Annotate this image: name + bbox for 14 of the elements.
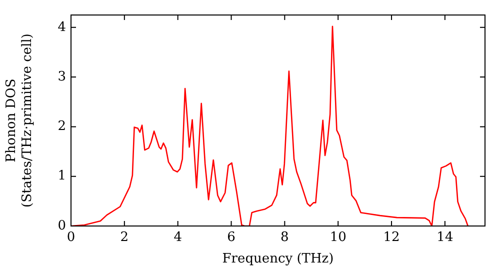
x-tick-label: 4 <box>174 230 182 246</box>
y-axis-title: Phonon DOS (States/THz·primitive cell) <box>4 33 35 208</box>
y-tick-label: 3 <box>58 69 66 84</box>
x-tick-label: 8 <box>280 230 289 246</box>
x-tick-label: 2 <box>120 230 129 246</box>
x-axis-title: Frequency (THz) <box>222 252 334 267</box>
y-tick-label: 2 <box>58 119 66 134</box>
x-tick-label: 14 <box>436 230 454 246</box>
x-tick-label: 6 <box>227 230 236 246</box>
y-tick-label: 4 <box>58 20 66 35</box>
y-tick-label: 0 <box>58 218 66 234</box>
x-tick-label: 12 <box>383 230 400 246</box>
y-tick-label: 1 <box>58 168 66 184</box>
x-tick-label: 10 <box>330 230 346 246</box>
